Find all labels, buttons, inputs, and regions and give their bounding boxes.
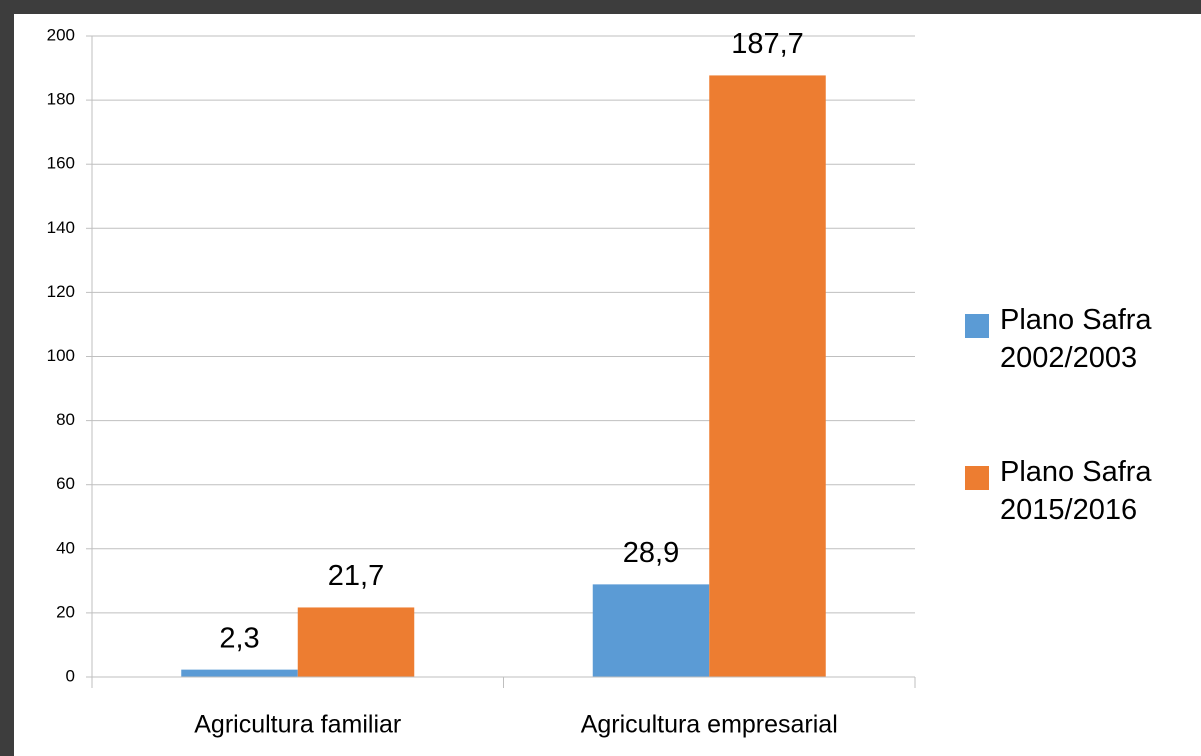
- y-tick-label: 180: [47, 90, 75, 109]
- bar: [181, 669, 298, 677]
- x-tick-label: Agricultura familiar: [194, 711, 401, 739]
- value-label: 187,7: [731, 28, 804, 60]
- bar: [297, 607, 415, 677]
- y-tick-label: 200: [47, 25, 75, 44]
- y-tick-label: 120: [47, 282, 75, 301]
- y-tick-label: 0: [66, 666, 75, 685]
- y-tick-label: 80: [56, 410, 75, 429]
- y-tick-label: 100: [47, 346, 75, 365]
- y-tick-label: 140: [47, 218, 75, 237]
- y-tick-label: 160: [47, 154, 75, 173]
- y-tick-label: 60: [56, 474, 75, 493]
- legend-label: Plano Safra 2002/2003: [1000, 304, 1152, 374]
- x-tick-label: Agricultura empresarial: [581, 711, 838, 739]
- value-label: 21,7: [328, 560, 384, 592]
- bar: [592, 584, 710, 677]
- legend-label: Plano Safra 2015/2016: [1000, 456, 1152, 526]
- value-label: 28,9: [623, 537, 679, 569]
- y-tick-label: 40: [56, 538, 75, 557]
- legend-key: [965, 314, 989, 338]
- y-tick-label: 20: [56, 602, 75, 621]
- legend-key: [965, 466, 989, 490]
- bar: [709, 75, 826, 677]
- value-label: 2,3: [219, 622, 259, 654]
